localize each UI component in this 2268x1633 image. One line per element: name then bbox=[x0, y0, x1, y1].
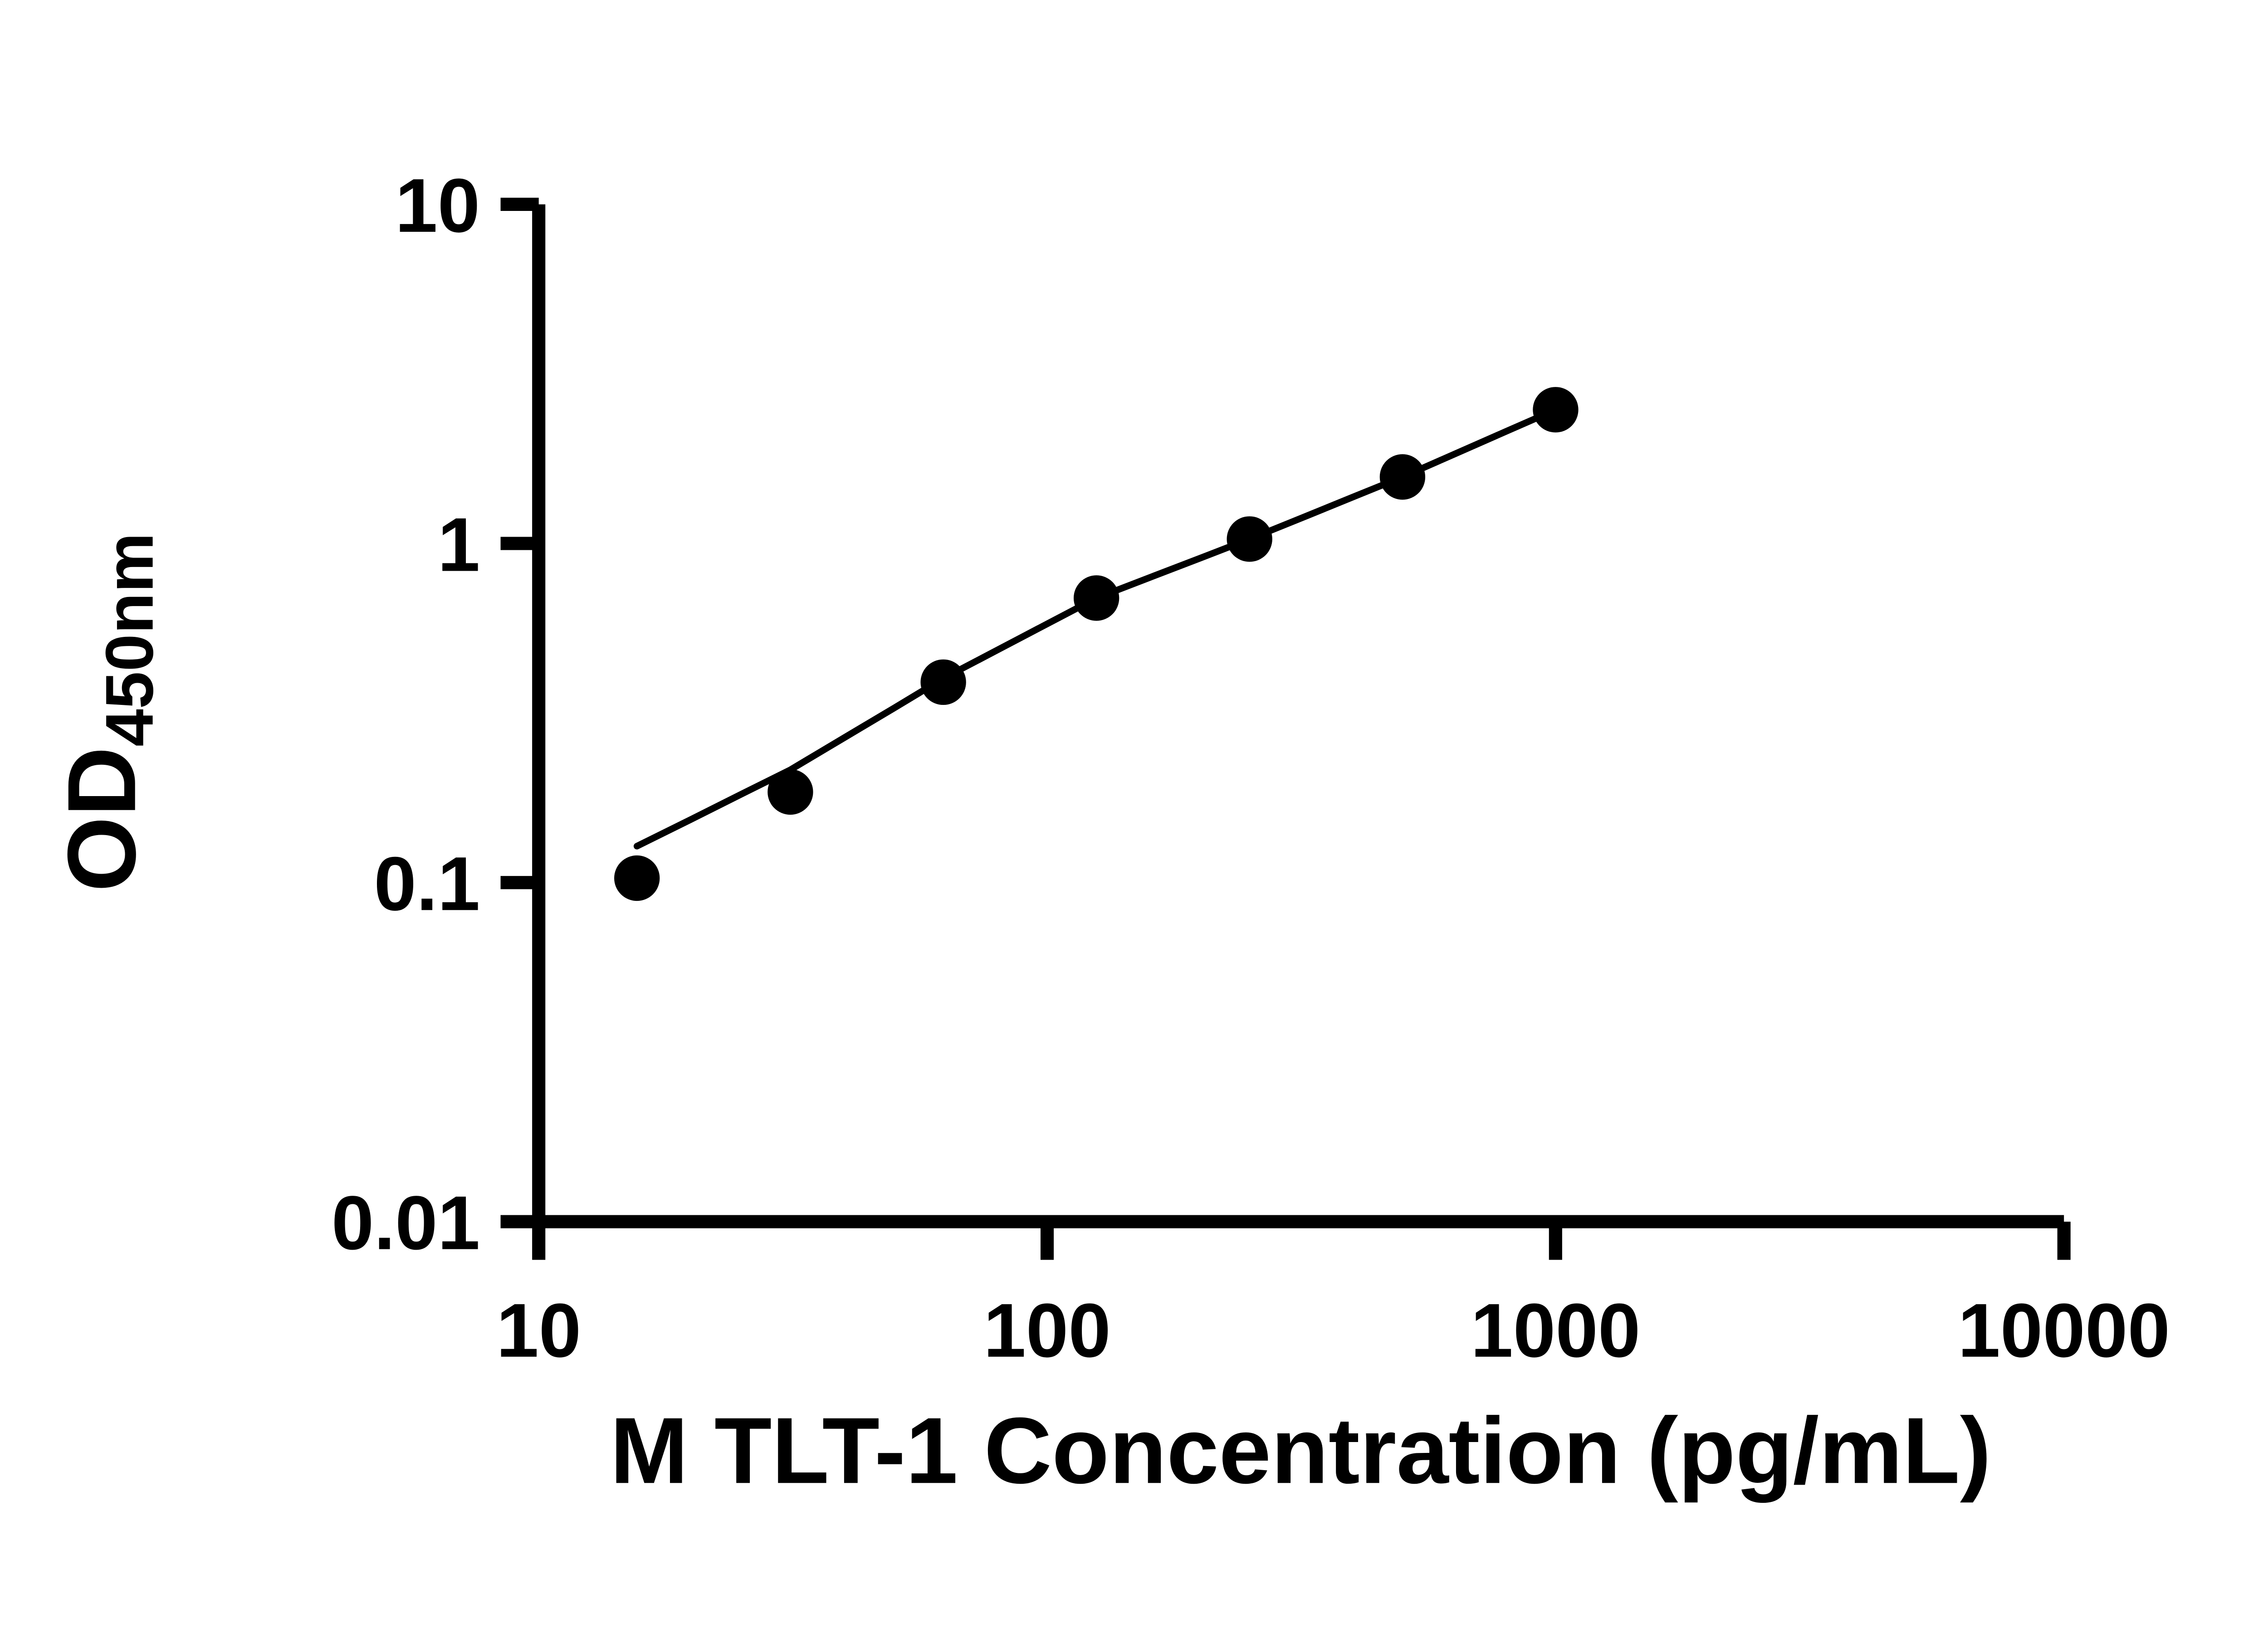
y-axis-title-main: OD bbox=[48, 747, 156, 892]
x-axis-title: M TLT-1 Concentration (pg/mL) bbox=[610, 1398, 1991, 1503]
data-point bbox=[920, 659, 966, 705]
y-axis-title: OD450nm bbox=[48, 533, 167, 892]
y-tick-label: 10 bbox=[395, 163, 480, 248]
x-tick-label: 1000 bbox=[1471, 1288, 1640, 1373]
data-point bbox=[1533, 387, 1579, 433]
data-point bbox=[1227, 516, 1272, 562]
x-tick-label: 10 bbox=[496, 1288, 581, 1373]
y-tick-label: 0.1 bbox=[374, 841, 480, 926]
y-tick-label: 1 bbox=[438, 502, 480, 587]
x-tick-label: 100 bbox=[983, 1288, 1111, 1373]
data-point bbox=[614, 855, 660, 901]
axes bbox=[532, 204, 2064, 1228]
data-point bbox=[767, 769, 813, 815]
data-point bbox=[1073, 575, 1119, 621]
data-point bbox=[1379, 454, 1426, 500]
y-tick-label: 0.01 bbox=[332, 1180, 480, 1266]
y-axis-title-subscript: 450nm bbox=[92, 533, 167, 747]
x-tick-label: 10000 bbox=[1958, 1288, 2170, 1373]
